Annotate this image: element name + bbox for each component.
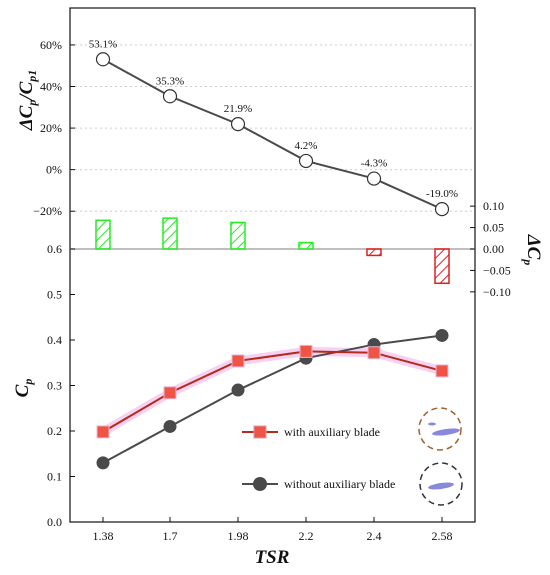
bottom-y-tick-label: 0.0	[47, 515, 62, 529]
delta-ratio-point	[162, 89, 178, 104]
delta-ratio-label: 4.2%	[295, 140, 318, 152]
bottom-y-tick-label: 0.5	[47, 288, 62, 302]
delta-cp-bar	[366, 248, 382, 257]
legend-marker-circle	[253, 477, 267, 491]
bottom-y-axis: 0.6 0.5 0.4 0.3 0.2 0.1 0.0	[47, 242, 75, 529]
delta-ratio-label: 35.3%	[156, 75, 184, 87]
top-y-tick-label: 20%	[40, 121, 62, 135]
delta-ratio-series: 53.1% 35.3% 21.9% 4.2% -4.3% -19.0%	[89, 38, 458, 217]
delta-ratio-point	[230, 117, 246, 132]
delta-ratio-point	[434, 202, 450, 217]
x-tick-label: 1.98	[228, 529, 249, 543]
middle-y-tick-label: 0.10	[483, 199, 504, 213]
without-series-point	[435, 328, 449, 342]
with-series-point	[299, 344, 313, 358]
middle-y-tick-label: 0.00	[483, 242, 504, 256]
bottom-y-tick-label: 0.3	[47, 379, 62, 393]
with-series-point	[435, 364, 449, 378]
delta-ratio-point	[298, 153, 314, 169]
with-series-point	[96, 425, 110, 439]
rotor-without-auxiliary-blade-icon	[419, 462, 463, 506]
middle-y-axis: 0.10 0.05 0.00 −0.05 −0.10	[470, 199, 511, 299]
plot-frame	[69, 7, 476, 523]
without-series-line	[102, 334, 443, 464]
legend-label-with: with auxiliary blade	[284, 425, 380, 439]
rotor-with-auxiliary-blade-icon	[418, 407, 462, 451]
legend-label-without: without auxiliary blade	[284, 477, 395, 491]
x-tick-label: 2.4	[367, 529, 382, 543]
x-tick-label: 1.7	[163, 529, 178, 543]
delta-ratio-label: -19.0%	[426, 188, 458, 200]
bottom-y-tick-label: 0.2	[47, 424, 62, 438]
with-series-point	[163, 386, 177, 400]
top-y-axis-title: ΔCp/Cp1	[16, 70, 39, 132]
bottom-y-axis-title: Cp	[12, 379, 35, 398]
with-series-point	[367, 346, 381, 360]
middle-y-tick-label: −0.05	[483, 263, 511, 277]
delta-ratio-point	[95, 52, 111, 67]
legend: with auxiliary blade without auxiliary b…	[242, 425, 395, 491]
delta-cp-bar	[230, 221, 246, 250]
middle-y-tick-label: −0.10	[483, 285, 511, 299]
delta-ratio-label: 53.1%	[89, 38, 117, 50]
top-y-tick-label: 60%	[40, 38, 62, 52]
x-tick-label: 1.38	[93, 529, 114, 543]
top-y-tick-label: 0%	[46, 163, 62, 177]
delta-ratio-label: 21.9%	[224, 103, 252, 115]
delta-cp-bar	[162, 217, 178, 250]
delta-ratio-line	[102, 58, 443, 211]
cp-series	[96, 328, 449, 470]
delta-cp-bar	[298, 241, 314, 250]
with-series-point	[231, 354, 245, 368]
delta-cp-bars	[95, 217, 450, 285]
x-tick-label: 2.2	[299, 529, 314, 543]
x-tick-label: 2.58	[432, 529, 453, 543]
x-axis-title: TSR	[255, 547, 290, 568]
legend-marker-square	[253, 425, 267, 439]
top-grid	[70, 44, 475, 212]
without-series-point	[96, 456, 110, 470]
bottom-y-tick-label: 0.6	[47, 242, 62, 256]
delta-cp-bar	[434, 248, 450, 285]
top-y-axis: 60% 40% 20% 0% −20%	[33, 38, 75, 218]
middle-y-tick-label: 0.05	[483, 221, 504, 235]
top-y-tick-label: −20%	[33, 204, 62, 218]
bottom-y-tick-label: 0.4	[47, 333, 62, 347]
x-axis: 1.38 1.7 1.98 2.2 2.4 2.58	[93, 517, 453, 543]
with-series-line	[102, 350, 443, 433]
bottom-y-tick-label: 0.1	[47, 470, 62, 484]
middle-y-axis-title: ΔCp	[521, 234, 544, 266]
without-series-point	[163, 419, 177, 433]
delta-cp-bar	[95, 219, 111, 250]
top-y-tick-label: 40%	[40, 80, 62, 94]
delta-ratio-label: -4.3%	[361, 158, 388, 170]
with-series-glow	[98, 346, 447, 437]
without-series-point	[231, 383, 245, 397]
delta-ratio-point	[366, 171, 382, 186]
